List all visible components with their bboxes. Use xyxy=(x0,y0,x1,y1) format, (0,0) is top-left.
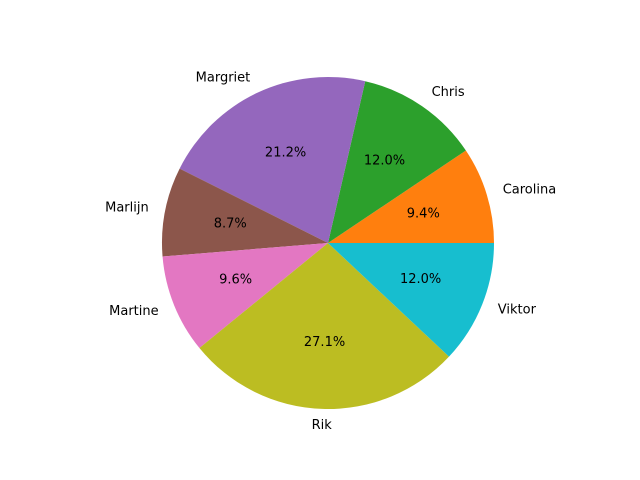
slice-label-margriet: Margriet xyxy=(196,70,251,85)
slice-label-carolina: Carolina xyxy=(503,182,557,197)
pie-slice-chris xyxy=(328,81,466,243)
pct-label-carolina: 9.4% xyxy=(407,207,440,222)
pie-slice-viktor xyxy=(328,243,494,357)
pct-label-martine: 9.6% xyxy=(219,273,252,288)
pie-labels: Carolina 9.4% Chris 12.0% Margriet 21.2% Marli… xyxy=(105,70,556,433)
slice-label-marlijn: Marlijn xyxy=(105,201,149,216)
pie-slices xyxy=(161,77,495,410)
pct-label-chris: 12.0% xyxy=(364,153,405,168)
pct-label-marlijn: 8.7% xyxy=(214,217,247,232)
pie-slice-margriet xyxy=(179,77,366,244)
pct-label-margriet: 21.2% xyxy=(265,145,306,160)
slice-label-martine: Martine xyxy=(109,304,158,319)
pct-label-rik: 27.1% xyxy=(304,335,345,350)
pie-slice-marlijn xyxy=(161,168,328,257)
slice-label-viktor: Viktor xyxy=(498,303,537,318)
pct-label-viktor: 12.0% xyxy=(400,272,441,287)
pie-slice-rik xyxy=(199,243,450,410)
pie-slice-carolina xyxy=(328,150,495,243)
pie-slice-martine xyxy=(162,243,328,349)
slice-label-chris: Chris xyxy=(432,85,465,100)
slice-label-rik: Rik xyxy=(312,418,333,433)
